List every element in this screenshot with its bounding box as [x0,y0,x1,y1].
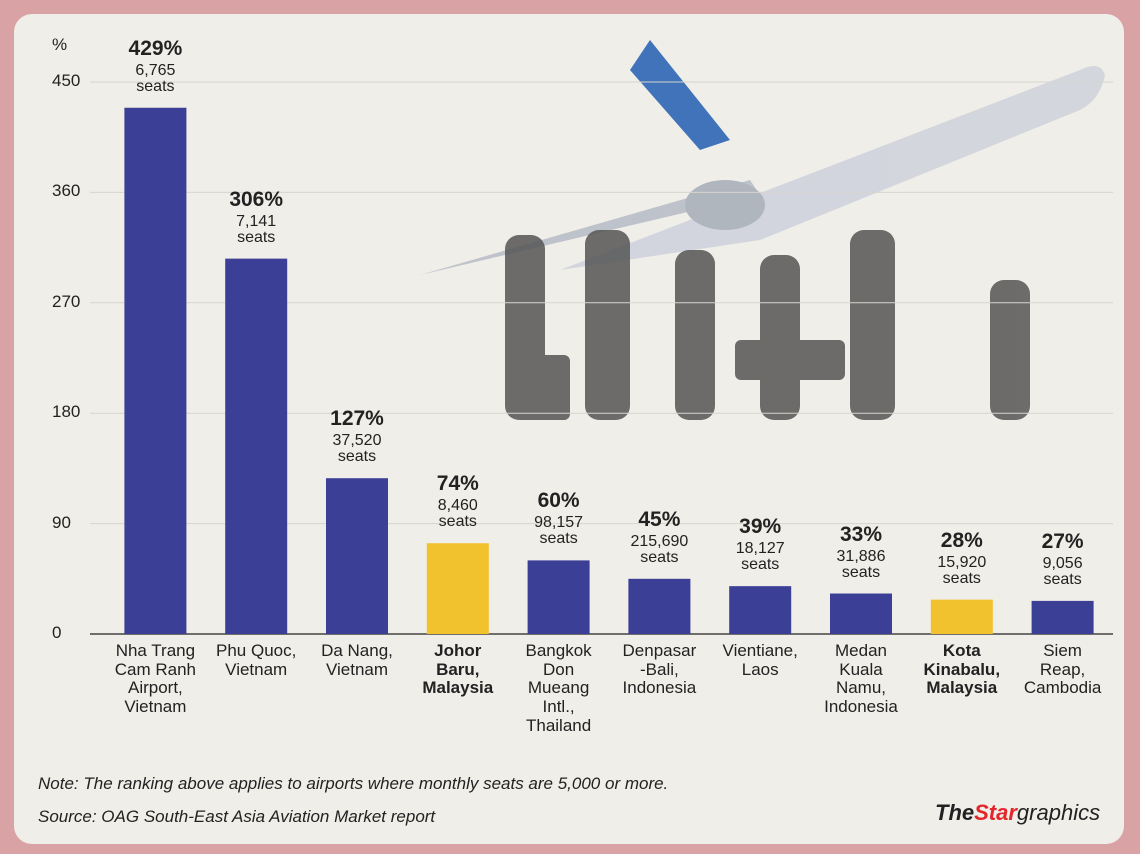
x-tick-label: Denpasar -Bali, Indonesia [622,641,697,698]
y-tick-label: 450 [52,71,81,90]
value-label: 60% [537,489,580,513]
bar [930,599,993,634]
bar [1031,600,1094,634]
value-label: 306% [229,187,284,211]
x-tick-label: Medan Kuala Namu, Indonesia [824,641,898,717]
credit-part: The [935,800,975,825]
bar [326,478,388,634]
y-tick-label: 270 [52,291,81,311]
x-tick-label: Phu Quoc, Vietnam [216,641,297,679]
bar [527,560,590,634]
x-tick-label: Da Nang, Vietnam [321,641,393,679]
x-tick-label: Johor Baru, Malaysia [422,641,494,698]
credit-part: graphics [1016,800,1101,825]
seats-label: 7,141 seats [236,212,277,246]
seats-label: 31,886 seats [836,547,886,581]
bar [124,107,187,634]
x-tick-label: Nha Trang Cam Ranh Airport, Vietnam [114,641,197,717]
source: Source: OAG South-East Asia Aviation Mar… [38,807,436,826]
seats-label: 215,690 seats [630,532,689,566]
seats-label: 8,460 seats [437,497,478,531]
bar [830,593,892,634]
value-label: 27% [1041,529,1084,553]
note: Note: The ranking above applies to airpo… [38,774,669,793]
seats-label: 18,127 seats [735,540,785,574]
y-axis-label: % [52,35,68,54]
value-label: 45% [638,507,681,531]
seats-label: 15,920 seats [937,553,987,587]
x-tick-label: Kota Kinabalu, Malaysia [923,641,1001,698]
seats-label: 6,765 seats [135,61,176,95]
seats-label: 37,520 seats [332,432,382,466]
value-label: 39% [739,515,782,539]
value-label: 429% [128,36,183,60]
bar [729,586,792,634]
y-tick-label: 180 [52,402,81,422]
value-label: 33% [839,522,883,546]
x-tick-label: Bangkok Don Mueang Intl., Thailand [525,641,592,735]
x-tick-label: Siem Reap, Cambodia [1023,641,1102,698]
credit: TheStargraphics [935,800,1101,825]
y-tick-label: 0 [52,623,62,642]
seats-label: 98,157 seats [534,514,584,548]
seats-label: 9,056 seats [1042,554,1083,588]
travellers-silhouette [505,230,1030,420]
bar [426,543,489,634]
bar [225,258,288,634]
value-label: 127% [330,407,384,431]
credit-part: Star [974,800,1017,825]
x-tick-label: Vientiane, Laos [722,641,798,679]
y-tick-label: 90 [52,512,71,532]
value-label: 74% [436,472,479,496]
bar [628,578,691,634]
y-tick-label: 360 [52,181,81,201]
value-label: 28% [940,528,983,552]
